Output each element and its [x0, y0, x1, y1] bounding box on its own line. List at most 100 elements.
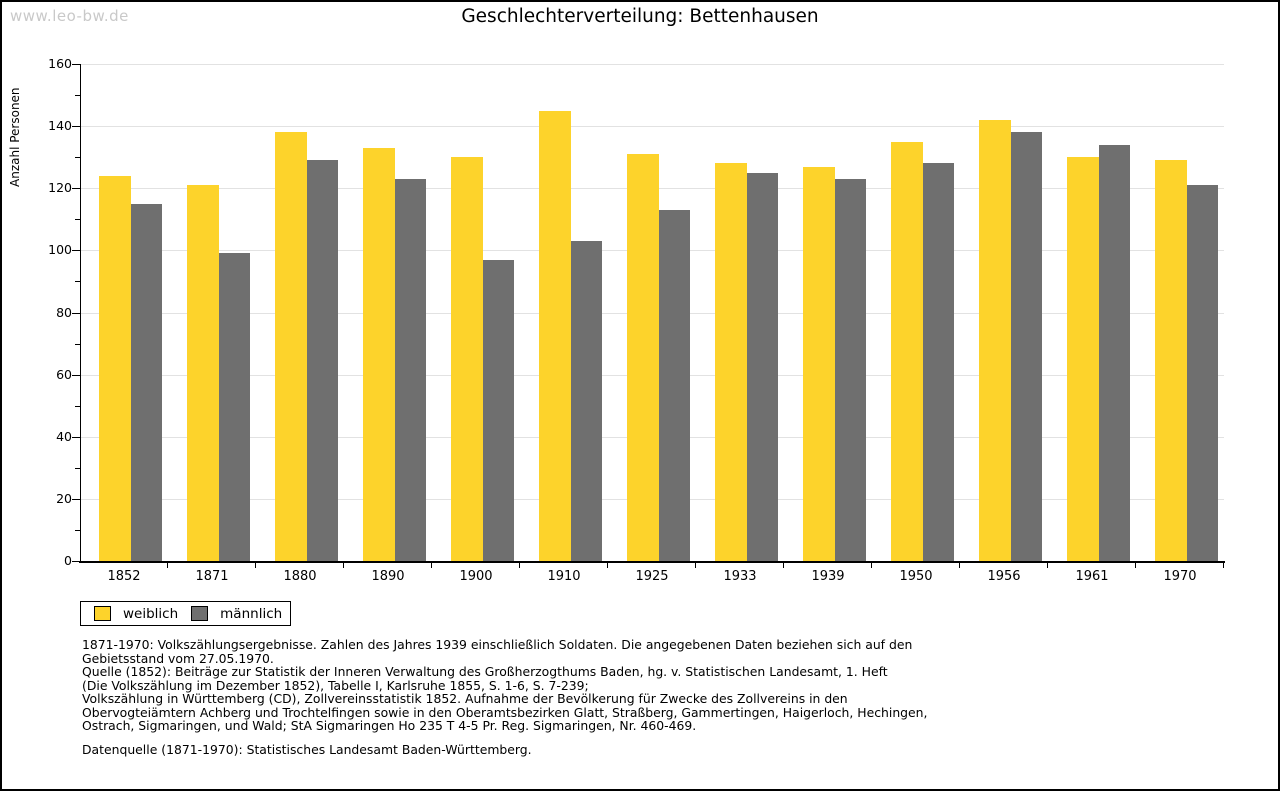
y-tick-40: [72, 436, 80, 438]
x-label-1961: 1961: [1075, 569, 1109, 584]
chart-title: Geschlechterverteilung: Bettenhausen: [461, 6, 819, 27]
y-tick-100: [72, 250, 80, 252]
bar-weiblich-1950: [891, 141, 923, 561]
bar-weiblich-1933: [715, 163, 747, 561]
legend-item-maennlich: männlich: [191, 606, 282, 622]
footnote-line: 1871-1970: Volkszählungsergebnisse. Zahl…: [82, 637, 913, 652]
y-minor-tick-70: [75, 343, 80, 345]
y-minor-tick-50: [75, 405, 80, 407]
bar-männlich-1970: [1186, 185, 1218, 561]
x-label-1880: 1880: [283, 569, 317, 584]
y-label-0: 0: [64, 553, 72, 568]
x-tick: [255, 563, 256, 568]
y-label-120: 120: [48, 180, 72, 196]
footnote-line: Obervogteiämtern Achberg und Trochtelfin…: [82, 704, 928, 720]
bar-weiblich-1871: [187, 185, 219, 561]
x-axis-line: [79, 561, 1225, 563]
watermark: www.leo-bw.de: [10, 7, 129, 25]
y-label-140: 140: [48, 118, 72, 134]
legend-swatch-weiblich-icon: [94, 606, 111, 621]
y-tick-60: [72, 374, 80, 376]
bar-weiblich-1880: [275, 132, 307, 561]
footnote-line: (Die Volkszählung im Dezember 1852), Tab…: [82, 677, 589, 693]
bar-männlich-1925: [658, 209, 690, 561]
x-label-1900: 1900: [459, 569, 493, 584]
x-label-1950: 1950: [899, 569, 933, 584]
y-minor-tick-90: [75, 281, 80, 283]
y-minor-tick-30: [75, 467, 80, 469]
legend-item-weiblich: weiblich: [94, 606, 178, 622]
bar-männlich-1950: [922, 163, 954, 561]
bar-weiblich-1910: [539, 110, 571, 561]
bar-männlich-1871: [218, 253, 250, 561]
y-tick-160: [72, 64, 80, 65]
x-label-1890: 1890: [371, 569, 405, 584]
y-axis-title: Anzahl Personen: [8, 87, 22, 187]
legend: weiblich männlich: [80, 601, 291, 626]
bar-weiblich-1852: [99, 175, 131, 561]
y-minor-tick-10: [75, 529, 80, 531]
x-label-1970: 1970: [1163, 569, 1197, 584]
y-minor-tick-150: [75, 95, 80, 97]
legend-swatch-maennlich-icon: [191, 606, 209, 621]
x-tick: [1223, 563, 1224, 568]
x-tick: [1135, 563, 1136, 568]
y-tick-80: [72, 312, 80, 314]
x-tick: [519, 563, 520, 568]
legend-label-weiblich: weiblich: [123, 605, 179, 622]
footnote-line: Quelle (1852): Beiträge zur Statistik de…: [82, 664, 888, 679]
x-tick: [783, 563, 784, 568]
footnote-line: Ostrach, Sigmaringen, und Wald; StA Sigm…: [82, 718, 697, 733]
bar-männlich-1890: [394, 178, 426, 561]
bar-weiblich-1925: [627, 154, 659, 561]
x-label-1871: 1871: [195, 569, 229, 584]
y-label-40: 40: [56, 428, 72, 444]
x-label-1939: 1939: [811, 569, 845, 584]
x-tick: [871, 563, 872, 568]
x-tick: [695, 563, 696, 568]
y-label-20: 20: [56, 490, 72, 506]
gridline-160: [80, 64, 1224, 65]
footnotes: 1871-1970: Volkszählungsergebnisse. Zahl…: [82, 638, 927, 733]
y-label-100: 100: [48, 242, 72, 258]
data-source-line: Datenquelle (1871-1970): Statistisches L…: [82, 742, 532, 757]
bar-weiblich-1939: [803, 166, 835, 561]
bar-weiblich-1890: [363, 147, 395, 561]
x-tick: [343, 563, 344, 568]
bar-weiblich-1956: [979, 119, 1011, 561]
gridline-140: [80, 126, 1224, 128]
x-label-1933: 1933: [723, 569, 757, 584]
bar-männlich-1880: [306, 160, 338, 561]
x-tick: [431, 563, 432, 568]
bar-männlich-1939: [834, 178, 866, 561]
bar-weiblich-1970: [1155, 160, 1187, 561]
x-tick: [1047, 563, 1048, 568]
y-label-80: 80: [56, 304, 72, 320]
y-label-60: 60: [56, 366, 72, 382]
legend-label-maennlich: männlich: [220, 605, 283, 622]
x-label-1956: 1956: [987, 569, 1021, 584]
bar-männlich-1961: [1098, 144, 1130, 561]
plot-area: 1852 1871 1880 1890 1900 1910 1925 1933 1939 1950…: [48, 56, 1225, 584]
x-tick: [607, 563, 608, 568]
y-minor-tick-110: [75, 219, 80, 221]
x-label-1852: 1852: [107, 569, 141, 584]
bar-weiblich-1961: [1067, 157, 1099, 561]
y-axis-line: [80, 64, 81, 561]
bar-männlich-1933: [746, 172, 778, 561]
bar-männlich-1956: [1010, 132, 1042, 561]
x-tick: [167, 563, 168, 568]
y-minor-tick-130: [75, 157, 80, 159]
footnote-line: Volkszählung in Württemberg (CD), Zollve…: [82, 691, 848, 706]
x-tick: [959, 563, 960, 568]
bar-weiblich-1900: [451, 157, 483, 561]
x-label-1910: 1910: [547, 569, 581, 584]
bar-männlich-1852: [130, 203, 162, 561]
y-tick-0: [72, 561, 80, 562]
y-tick-20: [72, 498, 80, 500]
y-label-160: 160: [48, 56, 72, 71]
x-label-1925: 1925: [635, 569, 669, 584]
y-tick-120: [72, 188, 80, 190]
bar-männlich-1900: [482, 259, 514, 561]
